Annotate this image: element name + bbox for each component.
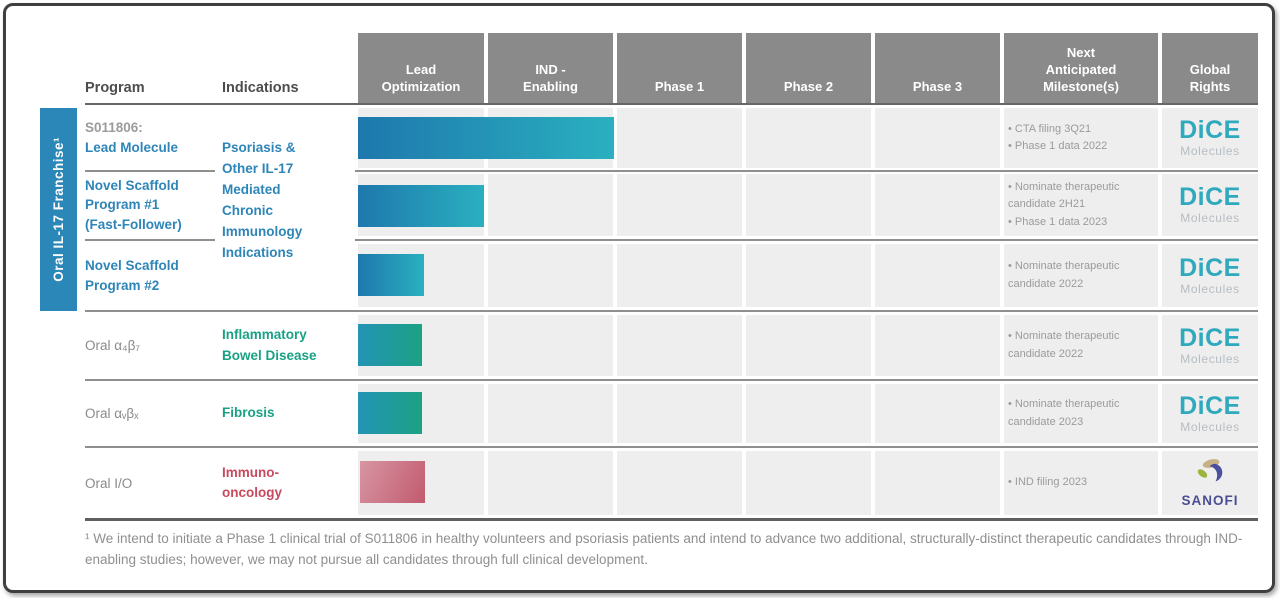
footnote: ¹ We intend to initiate a Phase 1 clinic… [85,531,1243,567]
row-stripe [358,244,1258,307]
row-separator [355,239,1258,241]
rights-dice-logo: DiCE Molecules [1162,108,1258,168]
row-separator [85,239,215,241]
sanofi-bird-icon [1192,458,1228,491]
indication-ibd: Inflammatory Bowel Disease [222,315,354,376]
column-header-next-anticipated-milestones: Next Anticipated Milestone(s) [1004,33,1158,103]
rights-dice-logo: DiCE Molecules [1162,315,1258,376]
dice-logo-text: DiCE [1179,253,1241,282]
column-header-phase-2: Phase 2 [746,33,871,103]
dice-logo-text: DiCE [1179,323,1241,352]
rights-dice-logo: DiCE Molecules [1162,174,1258,236]
slide-border-frame [3,3,1275,593]
dice-logo-subtext: Molecules [1180,211,1240,225]
milestones-novel-scaffold-2: • Nominate therapeutic candidate 2022 [1008,260,1120,290]
program-cell-oral-io: Oral I/O [85,451,217,515]
column-header-phase-1: Phase 1 [617,33,742,103]
rights-sanofi-logo: SANOFI [1162,451,1258,515]
program-cell-s011806: S011806: Lead Molecule [85,108,217,168]
row-separator [85,170,215,172]
milestones-s011806: • CTA filing 3Q21 • Phase 1 data 2022 [1008,122,1108,152]
dice-logo-subtext: Molecules [1180,144,1240,158]
rights-dice-logo: DiCE Molecules [1162,244,1258,307]
column-header-ind-enabling: IND - Enabling [488,33,613,103]
column-header-program: Program [85,80,145,96]
program-cell-novel-scaffold-1: Novel Scaffold Program #1 (Fast-Follower… [85,174,217,236]
row-stripe [358,174,1258,236]
row-stripe [358,384,1258,443]
indication-il17-shared: Psoriasis & Other IL-17 Mediated Chronic… [222,140,303,260]
indication-text: Inflammatory Bowel Disease [222,327,317,363]
pipeline-bar-oral-io [360,461,425,503]
milestones-novel-scaffold-1: • Nominate therapeutic candidate 2H21 • … [1008,181,1120,228]
program-prefix: S011806: [85,120,143,136]
column-header-phase-3: Phase 3 [875,33,1000,103]
milestones-oral-a4b7: • Nominate therapeutic candidate 2022 [1008,330,1120,360]
row-stripe [358,315,1258,376]
program-name: Novel Scaffold Program #2 [85,257,179,293]
program-name: Oral I/O [85,475,133,491]
header-underline [85,103,1258,105]
pipeline-bar-novel-scaffold-1 [358,185,484,227]
pipeline-bar-oral-avbx [358,392,422,434]
rights-dice-logo: DiCE Molecules [1162,384,1258,443]
dice-logo-text: DiCE [1179,391,1241,420]
program-name: Novel Scaffold Program #1 (Fast-Follower… [85,177,182,232]
program-cell-oral-avbx: Oral αᵥβₓ [85,384,217,443]
dice-logo-text: DiCE [1179,116,1241,144]
program-name: Lead Molecule [85,140,179,155]
row-separator [85,310,1258,312]
program-name: Oral αᵥβₓ [85,406,139,421]
column-header-global-rights: Global Rights [1162,33,1258,103]
row-separator [85,446,1258,448]
dice-logo-subtext: Molecules [1180,281,1240,296]
franchise-band: Oral IL-17 Franchise¹ [40,108,77,311]
program-cell-novel-scaffold-2: Novel Scaffold Program #2 [85,244,217,307]
pipeline-bar-oral-a4b7 [358,324,422,366]
indication-immuno-oncology: Immuno- oncology [222,451,354,515]
program-cell-oral-a4b7: Oral α₄β₇ [85,315,217,376]
indication-text: Fibrosis [222,405,275,421]
row-stripe [358,451,1258,515]
indication-text: Immuno- oncology [222,464,282,500]
column-header-lead-optimization: Lead Optimization [358,33,484,103]
column-header-indications: Indications [222,80,299,96]
pipeline-bar-s011806 [358,117,614,159]
program-name: Oral α₄β₇ [85,338,140,353]
milestones-oral-io: • IND filing 2023 [1008,476,1088,489]
row-separator [85,379,1258,381]
dice-logo-subtext: Molecules [1180,419,1240,434]
table-bottom-rule [85,518,1258,521]
row-separator [355,170,1258,172]
dice-logo-text: DiCE [1179,183,1241,211]
indication-fibrosis: Fibrosis [222,384,354,443]
dice-logo-subtext: Molecules [1180,351,1240,366]
sanofi-logo-text: SANOFI [1181,493,1239,508]
franchise-band-label: Oral IL-17 Franchise¹ [51,137,66,282]
milestones-oral-avbx: • Nominate therapeutic candidate 2023 [1008,398,1120,428]
pipeline-bar-novel-scaffold-2 [358,254,424,296]
